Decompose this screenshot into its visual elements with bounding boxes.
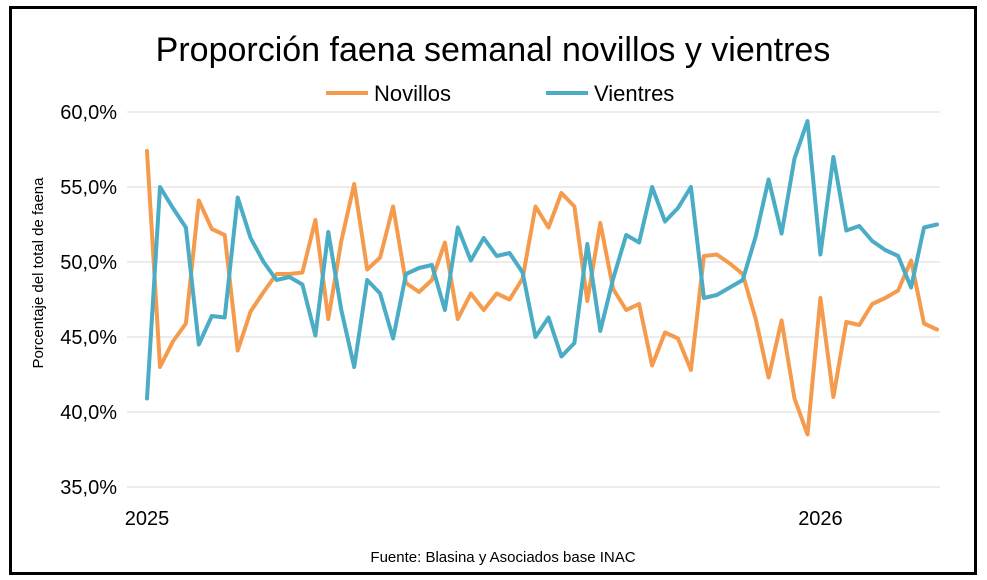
gridlines: [127, 111, 940, 488]
source-note: Fuente: Blasina y Asociados base INAC: [370, 549, 635, 566]
y-axis-ticks: 35,0% 40,0% 45,0% 50,0% 55,0% 60,0%: [60, 102, 117, 499]
y-tick-label: 50,0%: [60, 252, 117, 274]
y-tick-label: 35,0%: [60, 477, 117, 499]
legend-label-novillos: Novillos: [374, 81, 451, 106]
series-line-vientres: [145, 119, 939, 401]
y-tick-label: 55,0%: [60, 177, 117, 199]
y-axis-label: Porcentaje del total de faena: [30, 177, 47, 369]
y-tick-label: 40,0%: [60, 402, 117, 424]
legend-label-vientres: Vientres: [594, 81, 674, 106]
legend: Novillos Vientres: [326, 81, 674, 106]
x-axis-ticks: 2025 2026: [125, 508, 843, 530]
x-tick-label: 2026: [798, 508, 843, 530]
chart-frame: Proporción faena semanal novillos y vien…: [9, 6, 977, 575]
y-tick-label: 60,0%: [60, 102, 117, 124]
y-tick-label: 45,0%: [60, 327, 117, 349]
chart-canvas: Proporción faena semanal novillos y vien…: [30, 31, 940, 566]
series-line-novillos: [145, 149, 939, 437]
chart-title: Proporción faena semanal novillos y vien…: [156, 31, 831, 69]
series-lines: [145, 119, 939, 437]
x-tick-label: 2025: [125, 508, 170, 530]
